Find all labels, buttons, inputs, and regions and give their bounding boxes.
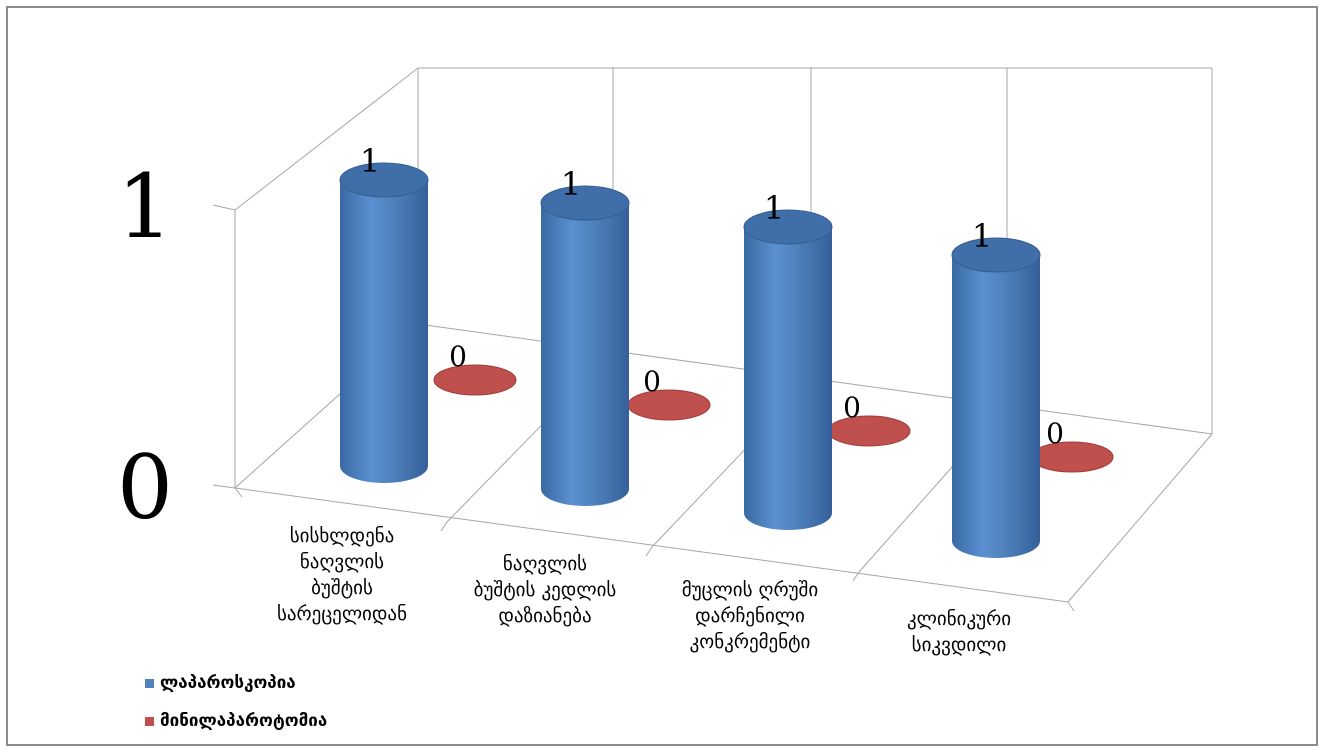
legend-label-laparoscopy: ლაპაროსკოპია xyxy=(160,673,296,693)
bar-laparoscopy-top xyxy=(540,185,630,221)
side-wall-top-edge xyxy=(234,67,419,211)
floor-right-edge xyxy=(1067,433,1213,603)
legend-item-minilaparotomy: მინილაპაროტომია xyxy=(145,711,327,731)
bar-laparoscopy-top xyxy=(339,162,429,198)
bar-minilaparotomy xyxy=(433,364,517,396)
category-label: კონკრემენტი xyxy=(690,631,811,653)
data-label-laparoscopy: 1 xyxy=(972,217,992,255)
category-label: სარეცელიდან xyxy=(277,603,407,625)
data-label-minilaparotomy: 0 xyxy=(1046,417,1064,450)
bar-laparoscopy-top xyxy=(743,209,833,245)
category-label: სიკვდილი xyxy=(912,634,1007,656)
data-label-minilaparotomy: 0 xyxy=(643,365,661,398)
chart-frame xyxy=(6,6,1318,746)
category-label: ბუშტის xyxy=(311,577,373,599)
x-tick-mark xyxy=(234,487,243,498)
y-tick-label: 0 xyxy=(117,436,173,539)
category-label: მუცლის ღრუში xyxy=(682,579,818,601)
floor-front-edge xyxy=(234,487,1069,603)
y-tick-mark xyxy=(212,484,236,489)
category-label: სისხლდენა xyxy=(290,525,395,547)
bar-laparoscopy-top xyxy=(951,237,1041,273)
bar-laparoscopy xyxy=(952,255,1040,558)
legend-swatch-minilaparotomy xyxy=(145,716,154,726)
data-label-laparoscopy: 1 xyxy=(360,142,380,180)
legend-label-minilaparotomy: მინილაპაროტომია xyxy=(160,711,328,731)
bar-laparoscopy xyxy=(340,180,428,483)
data-label-laparoscopy: 1 xyxy=(764,189,784,227)
data-label-minilaparotomy: 0 xyxy=(449,340,467,373)
y-tick-label: 1 xyxy=(117,155,173,258)
category-label: ნაღვლის xyxy=(300,551,384,573)
category-label: ნაღვლის xyxy=(503,553,587,575)
category-label: კლინიკური xyxy=(907,608,1011,630)
bar-laparoscopy xyxy=(541,203,629,506)
x-tick-mark xyxy=(852,571,860,582)
y-tick-mark xyxy=(212,204,236,211)
x-tick-mark xyxy=(645,546,653,557)
bar-laparoscopy xyxy=(744,227,832,530)
legend-item-laparoscopy: ლაპაროსკოპია xyxy=(145,673,296,693)
category-label: დარჩენილი xyxy=(695,605,805,627)
legend-swatch-laparoscopy xyxy=(145,678,154,688)
category-label: დაზიანება xyxy=(498,605,591,627)
x-tick-mark xyxy=(440,521,448,532)
bar-minilaparotomy xyxy=(827,415,911,447)
data-label-laparoscopy: 1 xyxy=(561,165,581,203)
bar-minilaparotomy xyxy=(1030,441,1114,473)
bar-minilaparotomy xyxy=(627,389,711,421)
data-label-minilaparotomy: 0 xyxy=(843,391,861,424)
x-tick-mark xyxy=(1067,601,1075,612)
category-label: ბუშტის კედლის xyxy=(474,579,617,601)
